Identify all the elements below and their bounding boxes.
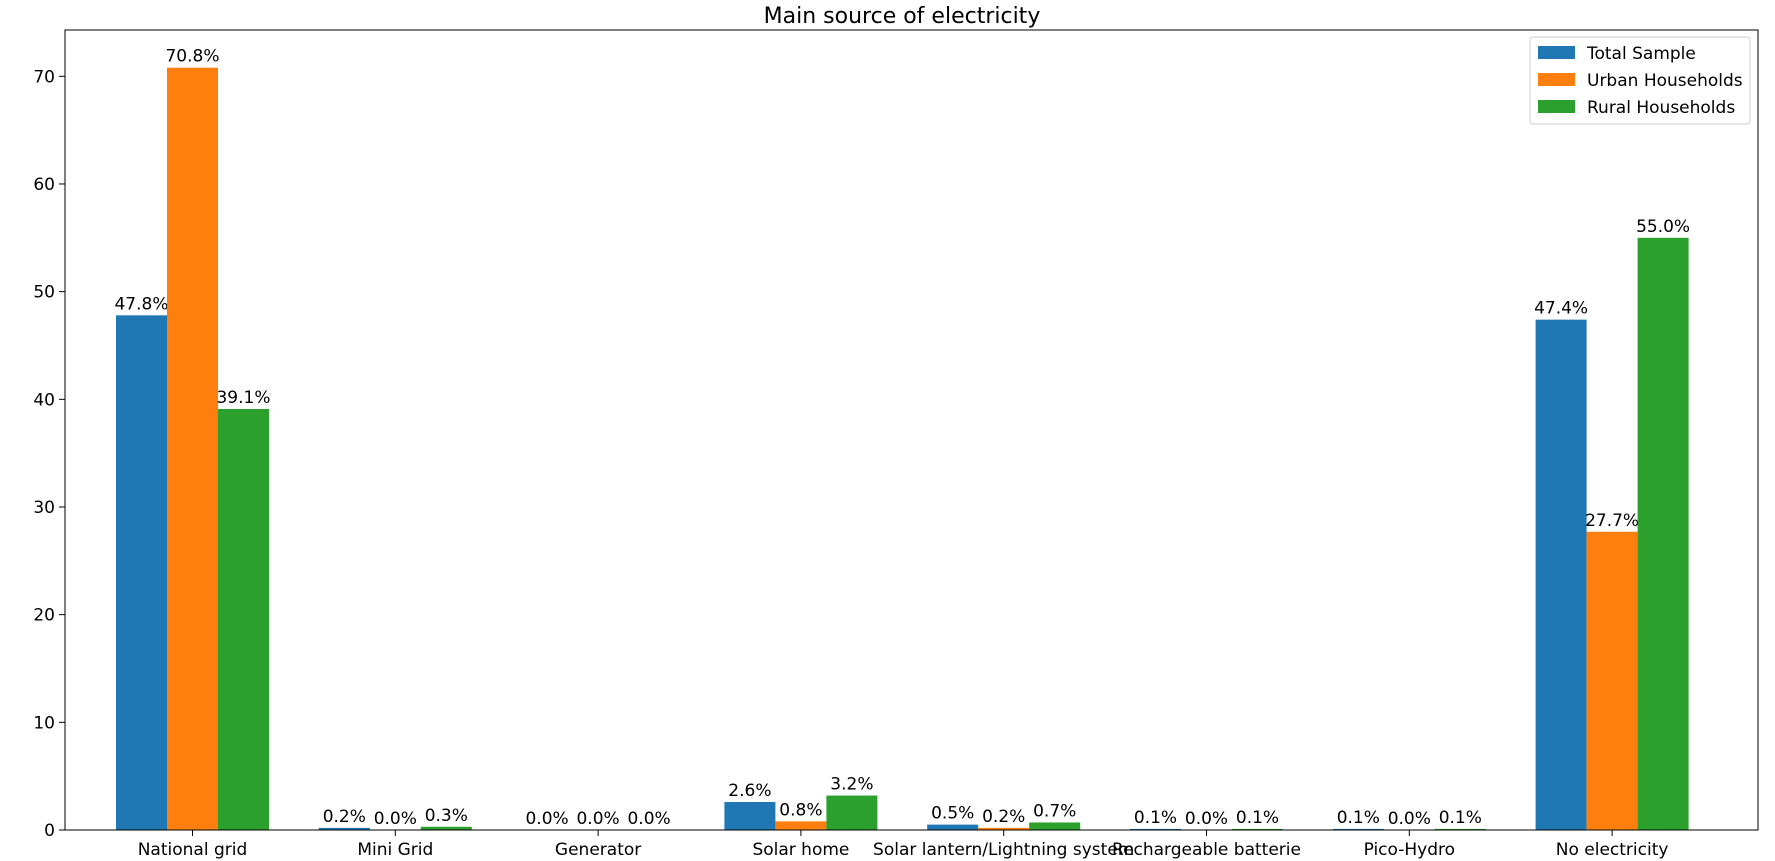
x-tick-label: Solar home [752,840,849,860]
bar-2-8 [1586,531,1638,830]
x-tick-label: Mini Grid [357,840,433,860]
y-tick-label: 50 [33,283,55,303]
bar-label: 0.1% [1134,808,1177,828]
y-tick-label: 0 [44,821,55,841]
x-tick-label: Solar lantern/Lightning system [873,840,1134,860]
plot-area: 47.8% 0.2% 0.0% 2.6% 0.5% 0.1% 0.1% 47.4% 70.8% 0… [33,29,1759,860]
bar-2-5 [978,827,1030,830]
legend-label: Urban Households [1587,71,1743,91]
x-tick-label: National grid [138,840,248,860]
chart-title: Main source of electricity [764,4,1041,29]
bar-3-4 [826,795,878,830]
legend-swatch [1538,100,1575,113]
bar-3-8 [1637,237,1689,830]
x-tick-label: Rechargeable batterie [1112,840,1301,860]
bar-1-2 [318,827,370,830]
bar-1-7 [1332,828,1384,830]
bar-1-5 [927,824,979,830]
bar-label: 0.2% [982,807,1025,827]
bar-label: 3.2% [830,775,873,795]
bar-label: 0.1% [1439,808,1482,828]
bar-label: 0.2% [323,807,366,827]
bar-label: 47.8% [114,294,168,314]
bar-label: 0.0% [576,809,619,829]
y-tick-label: 10 [33,713,55,733]
bar-label: 55.0% [1636,217,1690,237]
y-tick-label: 30 [33,498,55,518]
bar-label: 47.4% [1534,299,1588,319]
legend: Total Sample Urban Households Rural Househ… [1529,36,1751,125]
bar-label: 0.1% [1236,808,1279,828]
x-tick-label: Generator [555,840,641,860]
bar-label: 0.0% [627,809,670,829]
y-tick-label: 60 [33,175,55,195]
bar-label: 2.6% [728,781,771,801]
bar-3-7 [1434,828,1486,830]
bar-label: 0.5% [931,804,974,824]
legend-swatch [1538,46,1575,59]
bar-3-1 [218,409,269,830]
legend-label: Rural Households [1587,98,1735,118]
bar-3-2 [420,826,472,830]
bar-1-1 [116,315,167,831]
y-tick-label: 40 [33,390,55,410]
bar-label: 0.3% [425,806,468,826]
bar-label: 70.8% [165,47,219,67]
bar-label: 0.0% [1185,809,1228,829]
bar-2-4 [775,821,827,830]
bar-1-6 [1130,828,1181,830]
bar-2-1 [167,67,218,830]
bar-label: 0.0% [525,809,568,829]
y-tick-label: 70 [33,67,55,87]
legend-box [1529,36,1751,125]
bar-label: 0.0% [1388,809,1431,829]
bar-label: 0.1% [1337,808,1380,828]
bar-3-6 [1232,828,1283,830]
bar-3-5 [1029,822,1081,830]
x-tick-label: No electricity [1556,840,1669,860]
y-tick-label: 20 [33,606,55,626]
bar-label: 39.1% [216,388,270,408]
bar-label: 0.8% [779,800,822,820]
legend-label: Total Sample [1586,44,1696,64]
bar-label: 0.0% [374,809,417,829]
bar-1-8 [1535,319,1587,830]
axes-frame [64,29,1759,831]
legend-swatch [1538,73,1575,86]
bar-label: 27.7% [1585,511,1639,531]
x-tick-label: Pico-Hydro [1364,840,1455,860]
bar-1-4 [724,802,776,830]
bar-label: 0.7% [1033,801,1076,821]
